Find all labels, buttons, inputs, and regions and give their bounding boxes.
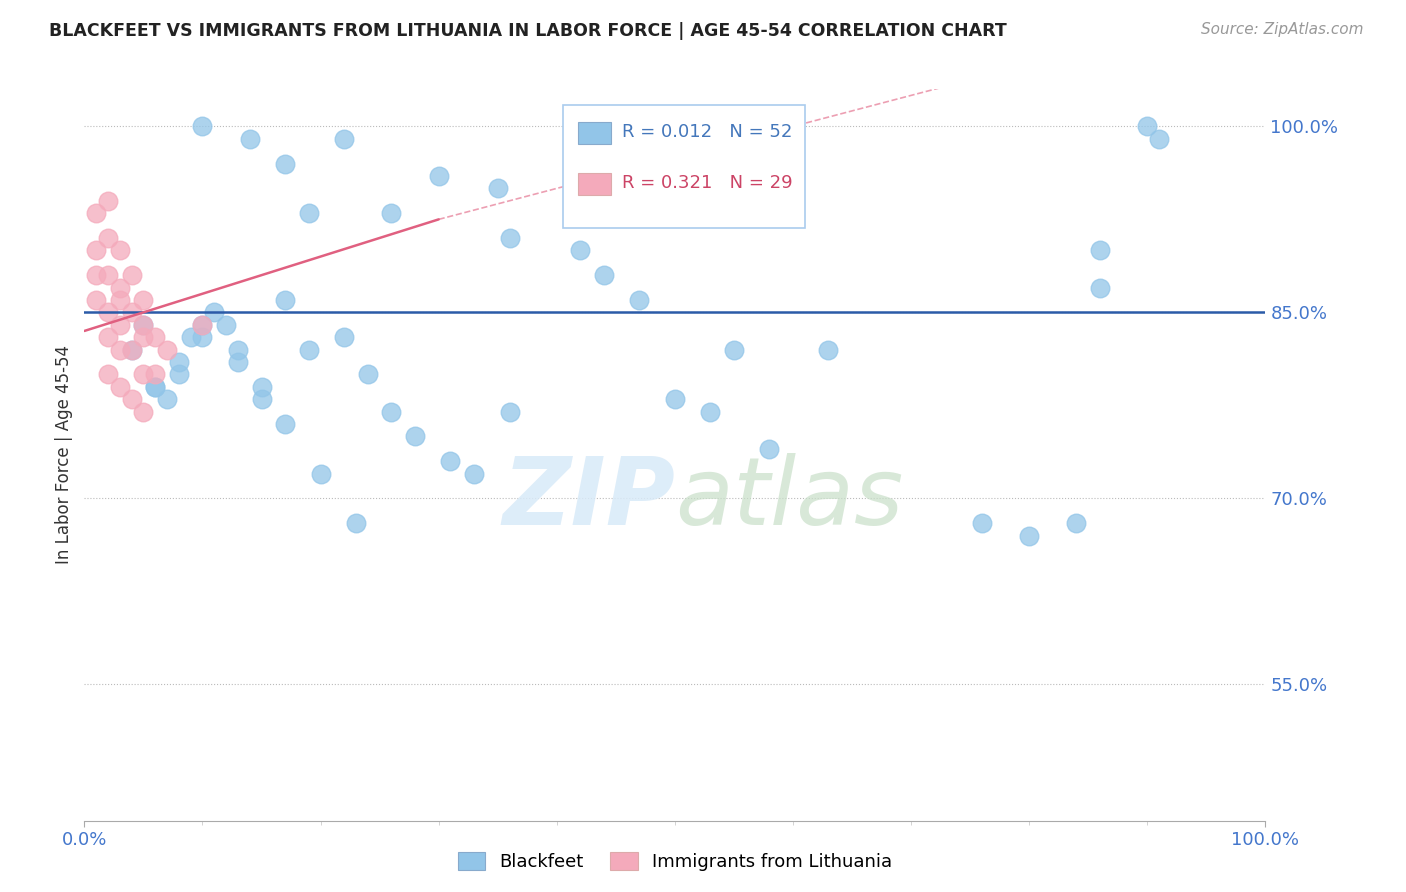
Point: [97, 368, 120, 382]
Point: [226, 343, 249, 357]
Text: BLACKFEET VS IMMIGRANTS FROM LITHUANIA IN LABOR FORCE | AGE 45-54 CORRELATION CH: BLACKFEET VS IMMIGRANTS FROM LITHUANIA I…: [49, 22, 1007, 40]
Point: [758, 442, 780, 456]
Point: [628, 293, 651, 307]
Point: [970, 516, 993, 530]
Point: [1088, 244, 1111, 258]
Point: [593, 268, 616, 282]
Point: [132, 368, 155, 382]
Point: [84, 206, 107, 220]
Point: [1066, 516, 1088, 530]
Point: [121, 343, 143, 357]
Point: [180, 330, 202, 344]
Point: [486, 181, 509, 195]
Point: [380, 404, 402, 418]
Point: [108, 280, 131, 294]
Point: [132, 318, 155, 332]
Text: R = 0.321   N = 29: R = 0.321 N = 29: [621, 174, 793, 192]
Point: [439, 454, 461, 468]
Point: [132, 404, 155, 418]
Y-axis label: In Labor Force | Age 45-54: In Labor Force | Age 45-54: [55, 345, 73, 565]
Point: [333, 330, 356, 344]
Point: [298, 343, 321, 357]
Point: [344, 516, 367, 530]
Legend: Blackfeet, Immigrants from Lithuania: Blackfeet, Immigrants from Lithuania: [450, 845, 900, 879]
Point: [108, 343, 131, 357]
Point: [132, 293, 155, 307]
Point: [121, 268, 143, 282]
FancyBboxPatch shape: [578, 173, 612, 195]
Point: [498, 404, 520, 418]
Point: [498, 231, 520, 245]
Point: [274, 417, 297, 431]
FancyBboxPatch shape: [562, 105, 804, 228]
Text: Source: ZipAtlas.com: Source: ZipAtlas.com: [1201, 22, 1364, 37]
Point: [1147, 132, 1170, 146]
Point: [132, 330, 155, 344]
Point: [250, 392, 273, 406]
Point: [167, 355, 190, 369]
Point: [380, 206, 402, 220]
Point: [84, 293, 107, 307]
Point: [274, 156, 297, 170]
Point: [156, 343, 179, 357]
Point: [97, 231, 120, 245]
Point: [121, 305, 143, 319]
Point: [699, 404, 721, 418]
Point: [723, 343, 745, 357]
Point: [357, 368, 380, 382]
Point: [191, 120, 214, 134]
Point: [84, 268, 107, 282]
Point: [108, 293, 131, 307]
Point: [143, 380, 166, 394]
Point: [132, 318, 155, 332]
Point: [239, 132, 262, 146]
Point: [143, 330, 166, 344]
Point: [215, 318, 238, 332]
Point: [1136, 120, 1159, 134]
Point: [108, 318, 131, 332]
Point: [1088, 280, 1111, 294]
Point: [817, 343, 839, 357]
Point: [156, 392, 179, 406]
Point: [167, 368, 190, 382]
Point: [463, 467, 485, 481]
Point: [202, 305, 225, 319]
Point: [427, 169, 450, 183]
Point: [298, 206, 321, 220]
Point: [121, 392, 143, 406]
Point: [97, 330, 120, 344]
FancyBboxPatch shape: [578, 122, 612, 145]
Point: [121, 343, 143, 357]
Point: [97, 305, 120, 319]
Point: [569, 244, 592, 258]
Point: [309, 467, 332, 481]
Point: [226, 355, 249, 369]
Point: [333, 132, 356, 146]
Point: [108, 380, 131, 394]
Text: R = 0.012   N = 52: R = 0.012 N = 52: [621, 122, 792, 141]
Point: [143, 368, 166, 382]
Point: [404, 429, 426, 443]
Point: [664, 392, 686, 406]
Point: [191, 330, 214, 344]
Point: [108, 244, 131, 258]
Text: ZIP: ZIP: [502, 453, 675, 545]
Point: [191, 318, 214, 332]
Point: [84, 244, 107, 258]
Point: [250, 380, 273, 394]
Point: [97, 194, 120, 208]
Point: [1018, 528, 1040, 542]
Point: [274, 293, 297, 307]
Point: [143, 380, 166, 394]
Text: atlas: atlas: [675, 453, 903, 544]
Point: [191, 318, 214, 332]
Point: [97, 268, 120, 282]
